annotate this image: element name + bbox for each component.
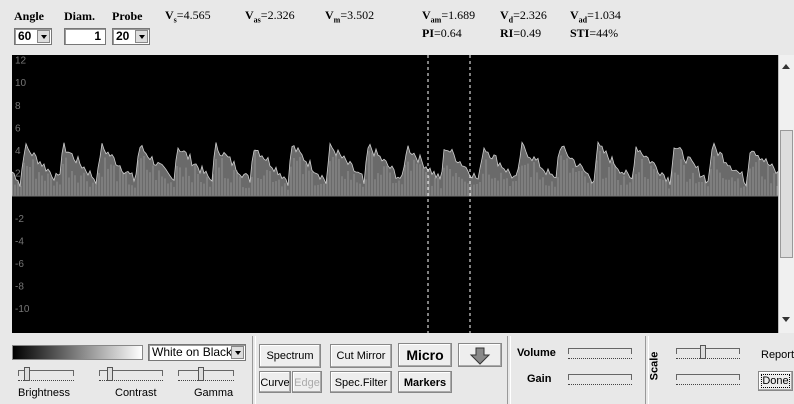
measurement-value: =1.034 (587, 8, 621, 22)
scale-label: 12 (15, 56, 27, 67)
scale-label: 2 (15, 169, 21, 180)
scroll-up[interactable] (782, 60, 790, 69)
spectrum-display: 12 10 8 6 4 2 -2 -4 -6 -8 -10 (12, 55, 778, 333)
micro-button[interactable]: Micro (398, 343, 452, 367)
edge-button: Edge (292, 371, 322, 393)
gradient-bar (12, 345, 143, 360)
probe-select[interactable]: 20 (112, 28, 150, 45)
probe-value: 20 (116, 29, 129, 43)
scale-label: 8 (15, 101, 21, 112)
color-map-select[interactable]: White on Black (148, 344, 246, 361)
volume-label: Volume (517, 347, 556, 359)
spec-filter-button[interactable]: Spec.Filter (330, 371, 392, 393)
measurement-value: =3.502 (340, 8, 374, 22)
measurement: Vs=4.565 (165, 8, 211, 24)
brightness-slider[interactable] (18, 370, 74, 381)
spectrum-button[interactable]: Spectrum (259, 344, 321, 368)
brightness-label: Brightness (18, 387, 70, 399)
measurement: PI=0.64 (422, 26, 462, 41)
measurement-value: =0.49 (513, 26, 541, 40)
gain-label: Gain (527, 373, 551, 385)
measurement-value: =0.64 (434, 26, 462, 40)
measurement-subscript: ad (579, 15, 587, 24)
measurement-symbol: V (325, 8, 334, 22)
measurement-symbol: RI (500, 26, 513, 40)
scale-label: -2 (15, 214, 24, 225)
measurement-symbol: V (570, 8, 579, 22)
measurement-subscript: am (431, 15, 442, 24)
scroll-down[interactable] (782, 317, 790, 326)
measurement-symbol: V (245, 8, 254, 22)
diameter-label: Diam. (64, 9, 95, 24)
scale-label: 10 (15, 78, 27, 89)
separator (507, 336, 511, 404)
probe-label: Probe (112, 9, 142, 24)
scale-slider[interactable] (676, 348, 740, 359)
scrollbar[interactable] (778, 55, 794, 333)
curve-button[interactable]: Curve (259, 371, 291, 393)
scale-label: -8 (15, 282, 24, 293)
scale-label: -10 (15, 304, 30, 315)
scale-label: Scale (648, 352, 660, 381)
app-window: Angle 60 Diam. 1 Probe 20 Vs=4.565Vas=2.… (0, 0, 794, 403)
arrow-icon (459, 344, 501, 366)
diameter-value: 1 (94, 29, 101, 43)
measurement-value: =2.326 (261, 8, 295, 22)
measurement-symbol: V (500, 8, 509, 22)
measurement: Vm=3.502 (325, 8, 374, 24)
angle-value: 60 (18, 29, 31, 43)
scale-label: -4 (15, 236, 24, 247)
angle-label: Angle (14, 9, 44, 24)
contrast-slider[interactable] (99, 370, 163, 381)
scroll-thumb[interactable] (780, 130, 793, 258)
measurement-symbol: V (422, 8, 431, 22)
measurement-symbol: STI (570, 26, 589, 40)
gamma-slider[interactable] (178, 370, 234, 381)
scale-label: 6 (15, 123, 21, 134)
contrast-label: Contrast (115, 387, 157, 399)
measurement: RI=0.49 (500, 26, 541, 41)
color-map-value: White on Black (152, 345, 232, 359)
measurement-value: =1.689 (441, 8, 475, 22)
measurement: Vad=1.034 (570, 8, 621, 24)
measurement-value: =4.565 (177, 8, 211, 22)
measurement-symbol: V (165, 8, 174, 22)
measurement-value: =44% (589, 26, 618, 40)
gain-slider[interactable] (568, 374, 632, 385)
scale-slider[interactable] (676, 374, 740, 385)
measurement: Vam=1.689 (422, 8, 475, 24)
diameter-input[interactable]: 1 (64, 28, 106, 45)
measurement: STI=44% (570, 26, 618, 41)
gamma-label: Gamma (194, 387, 233, 399)
markers-button[interactable]: Markers (398, 371, 452, 393)
report-link[interactable]: Report (761, 349, 794, 361)
measurement-value: =2.326 (513, 8, 547, 22)
arrow-button[interactable] (458, 343, 502, 367)
measurement: Vd=2.326 (500, 8, 547, 24)
measurement-symbol: PI (422, 26, 434, 40)
cut-mirror-button[interactable]: Cut Mirror (330, 344, 392, 368)
done-button[interactable]: Done (758, 371, 793, 391)
separator (252, 336, 256, 404)
measurement-subscript: as (254, 15, 261, 24)
scale-label: 4 (15, 146, 21, 157)
angle-select[interactable]: 60 (14, 28, 52, 45)
scale-label: -6 (15, 259, 24, 270)
volume-slider[interactable] (568, 348, 632, 359)
measurement: Vas=2.326 (245, 8, 295, 24)
